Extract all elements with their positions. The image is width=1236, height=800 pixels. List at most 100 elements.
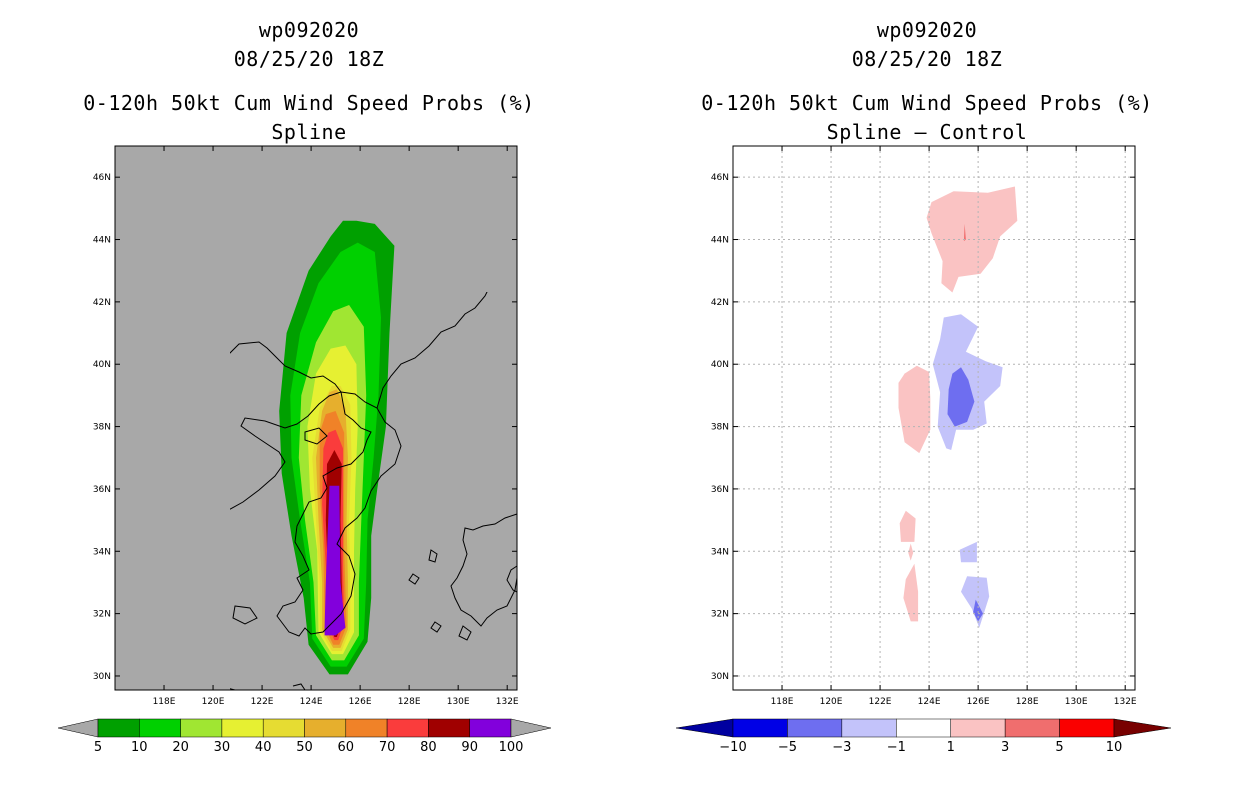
left-colorbar-label-2: 20	[172, 740, 189, 755]
left-colorbar-swatch-4	[262, 718, 305, 738]
left-map: 118E 120E 122E 124E 126E 128E 130E 132E 30N 32N 34…	[93, 145, 519, 707]
left-colorbar-swatch-7	[386, 718, 429, 738]
right-contour-level-1	[926, 186, 1018, 293]
right-colorbar-label-4: 1	[947, 740, 955, 755]
right-method-title: Spline — Control	[826, 120, 1028, 144]
right-colorbar-swatch-4	[950, 718, 1006, 738]
right-date: 08/25/20 18Z	[851, 47, 1003, 71]
left-ytick-label-30: 30N	[93, 672, 111, 682]
left-colorbar-under-arrow	[57, 718, 99, 738]
right-ytick-label-32: 32N	[711, 610, 729, 620]
right-colorbar-label-0: −10	[719, 740, 746, 755]
right-contour-level-1	[898, 365, 931, 454]
left-colorbar-label-8: 80	[420, 740, 437, 755]
right-colorbar-swatch-5	[1004, 718, 1060, 738]
right-colorbar-label-2: −3	[832, 740, 851, 755]
right-colorbar-label-6: 5	[1055, 740, 1063, 755]
left-contour-level-90	[324, 485, 346, 636]
right-ytick-label-36: 36N	[711, 485, 729, 495]
right-xtick-label-130: 130E	[1065, 697, 1088, 707]
left-map-frame	[114, 145, 518, 691]
right-ytick-label-38: 38N	[711, 423, 729, 433]
right-gridlines	[733, 146, 1135, 690]
left-colorbar-label-9: 90	[461, 740, 478, 755]
left-colorbar-over-arrow	[510, 718, 552, 738]
right-ytick-label-46: 46N	[711, 173, 729, 183]
left-storm-id: wp092020	[258, 18, 360, 42]
right-contour-level--3	[947, 367, 975, 427]
right-contour-level-1	[903, 563, 919, 622]
left-colorbar-swatch-9	[469, 718, 512, 738]
right-contour-level-1	[908, 543, 914, 561]
left-xtick-label-126: 126E	[349, 697, 372, 707]
right-product-title: 0-120h 50kt Cum Wind Speed Probs (%)	[701, 91, 1153, 115]
right-colorbar-label-5: 3	[1001, 740, 1009, 755]
left-colorbar-label-10: 100	[499, 740, 524, 755]
right-contour-level-3	[963, 223, 966, 242]
right-colorbar-swatch-6	[1059, 718, 1115, 738]
right-xtick-label-126: 126E	[967, 697, 990, 707]
right-xtick-label-118: 118E	[771, 697, 794, 707]
left-colorbar: 5 10 20 30 40 50 60 70 80 90 100	[57, 718, 552, 755]
right-colorbar-label-1: −5	[778, 740, 797, 755]
left-colorbar-swatch-2	[180, 718, 223, 738]
left-xtick-label-124: 124E	[300, 697, 323, 707]
right-colorbar-under-arrow	[675, 718, 734, 738]
left-xtick-label-122: 122E	[251, 697, 274, 707]
right-ytick-label-30: 30N	[711, 672, 729, 682]
right-colorbar-label-7: 10	[1106, 740, 1123, 755]
right-xtick-label-120: 120E	[820, 697, 843, 707]
right-colorbar-label-3: −1	[887, 740, 906, 755]
right-colorbar-swatch-1	[787, 718, 843, 738]
left-colorbar-label-5: 50	[296, 740, 313, 755]
left-xtick-label-120: 120E	[202, 697, 225, 707]
right-map: 118E 120E 122E 124E 126E 128E 130E 132E 30N 32N 34…	[711, 145, 1137, 707]
left-probability-contours	[279, 220, 395, 675]
right-axes: 118E 120E 122E 124E 126E 128E 130E 132E 30N 32N 34…	[711, 146, 1137, 707]
left-ytick-label-36: 36N	[93, 485, 111, 495]
right-xtick-label-124: 124E	[918, 697, 941, 707]
left-axes: 118E 120E 122E 124E 126E 128E 130E 132E 30N 32N 34…	[93, 146, 519, 707]
left-colorbar-swatch-0	[97, 718, 140, 738]
right-ytick-label-42: 42N	[711, 298, 729, 308]
right-xtick-label-128: 128E	[1016, 697, 1039, 707]
left-product-title: 0-120h 50kt Cum Wind Speed Probs (%)	[83, 91, 535, 115]
right-colorbar-swatch-2	[841, 718, 897, 738]
left-ytick-label-40: 40N	[93, 360, 111, 370]
right-ytick-label-40: 40N	[711, 360, 729, 370]
left-xtick-label-118: 118E	[153, 697, 176, 707]
right-difference-contours	[898, 186, 1018, 628]
right-colorbar-over-arrow	[1113, 718, 1172, 738]
right-contour-level--1	[959, 541, 977, 563]
right-colorbar-swatch-3	[896, 718, 951, 738]
left-colorbar-swatch-1	[139, 718, 181, 738]
right-colorbar: −10 −5 −3 −1 1 3 5 10	[675, 718, 1172, 755]
left-xtick-label-130: 130E	[447, 697, 470, 707]
left-ytick-label-42: 42N	[93, 298, 111, 308]
left-method-title: Spline	[271, 120, 347, 144]
right-xtick-label-122: 122E	[869, 697, 892, 707]
left-colorbar-label-6: 60	[338, 740, 355, 755]
left-colorbar-swatch-5	[304, 718, 347, 738]
left-colorbar-label-4: 40	[255, 740, 272, 755]
right-contour-level--3	[973, 599, 983, 622]
left-xtick-label-128: 128E	[398, 697, 421, 707]
left-colorbar-label-3: 30	[214, 740, 231, 755]
left-colorbar-label-0: 5	[94, 740, 102, 755]
left-colorbar-swatch-6	[345, 718, 388, 738]
right-ytick-label-44: 44N	[711, 236, 729, 246]
left-xtick-label-132: 132E	[496, 697, 519, 707]
left-ytick-label-32: 32N	[93, 610, 111, 620]
left-colorbar-label-7: 70	[379, 740, 396, 755]
left-ytick-label-38: 38N	[93, 423, 111, 433]
right-storm-id: wp092020	[876, 18, 978, 42]
right-map-frame	[732, 145, 1136, 691]
right-ytick-label-34: 34N	[711, 547, 729, 557]
left-ytick-label-44: 44N	[93, 236, 111, 246]
left-ytick-label-34: 34N	[93, 547, 111, 557]
left-colorbar-label-1: 10	[131, 740, 148, 755]
left-colorbar-swatch-8	[428, 718, 470, 738]
left-ytick-label-46: 46N	[93, 173, 111, 183]
right-xtick-label-132: 132E	[1114, 697, 1137, 707]
